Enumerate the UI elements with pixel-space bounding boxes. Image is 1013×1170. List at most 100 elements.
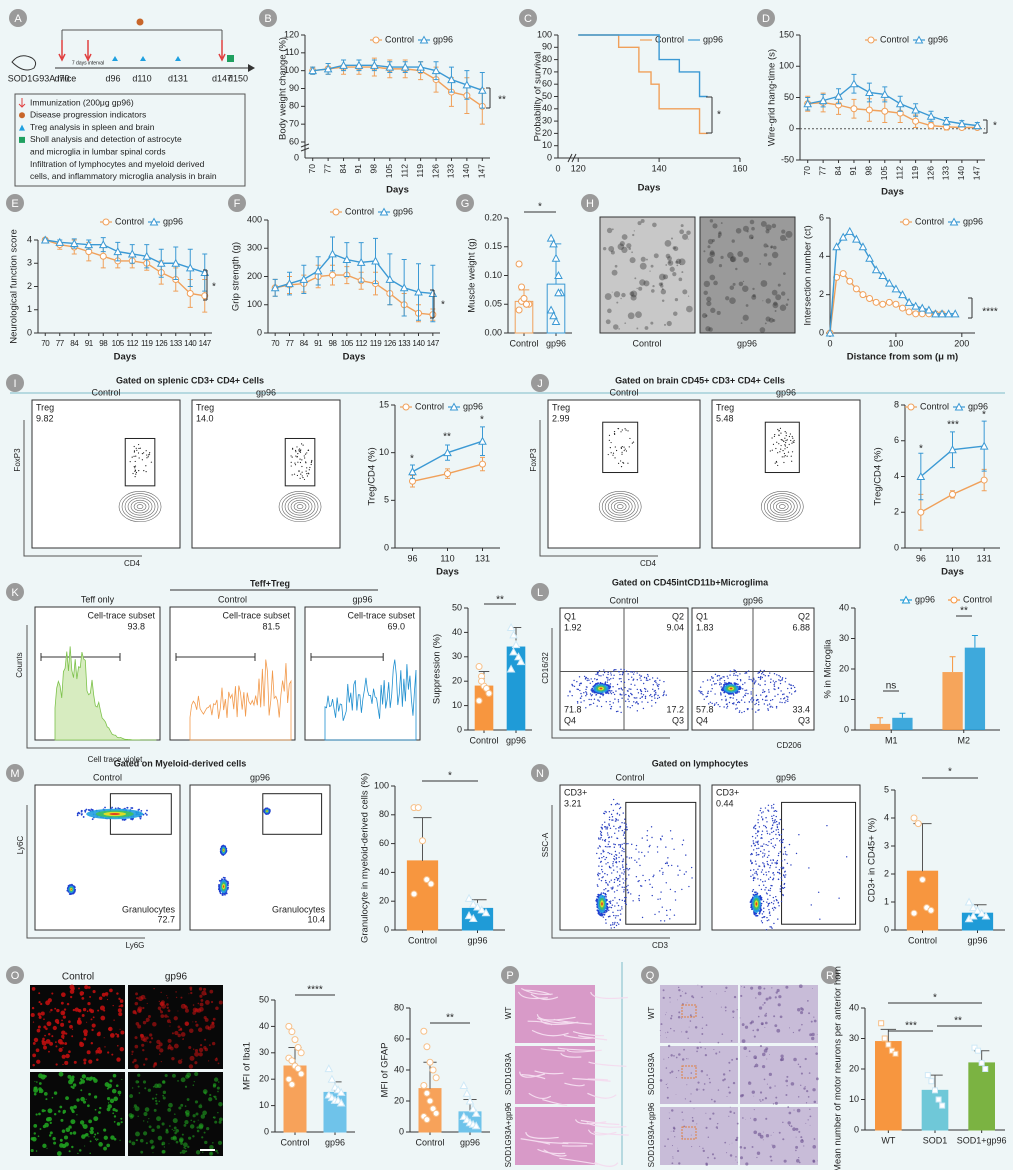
marker	[546, 233, 556, 242]
texture	[158, 1053, 161, 1055]
event-dot	[614, 921, 616, 924]
texture	[209, 1093, 212, 1097]
texture	[782, 1138, 785, 1141]
event-dot	[717, 703, 719, 706]
event-dot	[666, 862, 668, 865]
texture	[83, 1058, 87, 1062]
flow-plot-title: Control	[91, 387, 120, 397]
gate-value: 0.44	[716, 798, 734, 808]
texture	[759, 1045, 763, 1048]
texture	[806, 1090, 809, 1093]
texture	[63, 1008, 67, 1011]
event-dot	[784, 846, 786, 849]
event-dot	[636, 697, 638, 699]
texture	[587, 1078, 609, 1081]
marker	[509, 647, 518, 656]
event-dot	[648, 845, 651, 848]
event-dot	[775, 815, 777, 818]
texture	[101, 992, 106, 997]
texture	[786, 1085, 788, 1087]
texture	[777, 1003, 781, 1007]
event-dot	[624, 818, 626, 820]
texture	[733, 995, 737, 999]
event-dot	[598, 894, 600, 897]
y-tick-label: 110	[285, 47, 299, 57]
event-dot	[613, 693, 616, 696]
texture	[213, 1095, 217, 1099]
event-dot	[646, 690, 649, 692]
event-dot	[764, 683, 766, 686]
y-axis-label: Grip strength (g)	[231, 242, 242, 311]
panel-badge	[228, 194, 246, 212]
event-dot	[598, 878, 600, 880]
event-dot	[726, 705, 729, 708]
event-dot	[611, 904, 614, 906]
y-axis-label: Muscle weight (g)	[467, 238, 478, 312]
event-dot	[681, 888, 683, 891]
texture	[616, 301, 619, 304]
event-dot	[613, 926, 616, 929]
event-dot	[783, 452, 786, 455]
event-dot	[621, 689, 624, 691]
quadrant-value: 71.8	[564, 704, 582, 714]
texture	[624, 322, 627, 325]
texture	[67, 1074, 72, 1079]
axis-arrow	[551, 628, 670, 739]
event-dot	[758, 884, 760, 887]
texture	[103, 1128, 107, 1132]
texture	[86, 1010, 89, 1013]
texture	[217, 1062, 220, 1065]
texture	[60, 1001, 64, 1005]
event-dot	[617, 699, 620, 701]
event-dot	[760, 694, 762, 696]
event-dot	[627, 462, 629, 464]
event-dot	[774, 862, 776, 864]
event-dot	[659, 898, 661, 900]
texture	[715, 1126, 719, 1129]
event-dot	[222, 844, 225, 847]
event-dot	[784, 876, 786, 878]
event-dot	[606, 676, 608, 679]
flow-plot	[547, 399, 701, 549]
texture	[717, 232, 722, 237]
texture	[607, 308, 612, 314]
event-dot	[760, 920, 763, 922]
legend-text: Infiltration of lymphocytes and myeloid …	[30, 159, 205, 169]
texture	[44, 1122, 49, 1128]
texture	[194, 1051, 200, 1057]
event-dot	[768, 919, 770, 921]
event-dot	[610, 813, 613, 816]
texture	[161, 1122, 165, 1126]
event-dot	[630, 692, 632, 695]
texture	[678, 277, 683, 282]
event-dot	[627, 694, 630, 697]
texture	[722, 1073, 726, 1076]
event-dot	[779, 851, 782, 853]
x-tick-label: WT	[881, 1135, 895, 1145]
event-dot	[604, 810, 606, 813]
panel-badge	[821, 966, 839, 984]
gate-value: 9.82	[36, 413, 54, 423]
inset-box	[681, 1065, 697, 1079]
event-dot	[608, 434, 611, 436]
event-dot	[620, 447, 622, 449]
texture	[107, 1051, 110, 1054]
texture	[788, 1111, 792, 1115]
texture	[68, 1050, 71, 1054]
texture	[185, 1074, 190, 1079]
texture	[111, 1053, 114, 1056]
event-dot	[607, 843, 610, 845]
event-dot	[291, 456, 293, 458]
marker	[288, 1057, 296, 1065]
texture	[164, 1014, 168, 1018]
event-dot	[591, 694, 593, 696]
texture	[194, 1071, 199, 1077]
texture	[109, 988, 113, 993]
texture	[77, 1152, 79, 1155]
texture	[813, 1019, 817, 1023]
event-dot	[705, 696, 707, 698]
texture	[701, 1033, 704, 1035]
event-dot	[790, 684, 793, 686]
event-dot	[615, 803, 617, 806]
event-dot	[611, 690, 613, 692]
